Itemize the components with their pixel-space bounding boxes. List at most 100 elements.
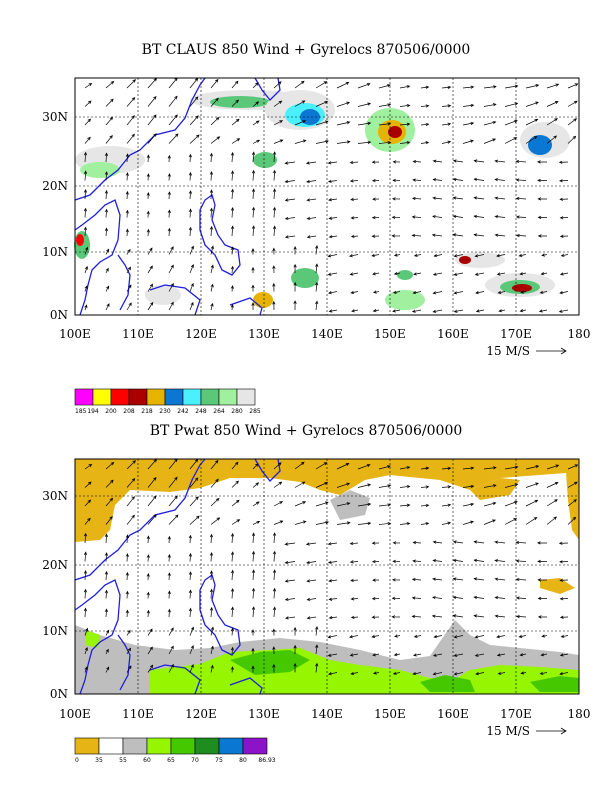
wind-vector — [231, 480, 239, 488]
wind-vector — [315, 245, 319, 255]
wind-vector — [357, 121, 372, 126]
legend-swatch — [146, 737, 172, 755]
wind-vector — [146, 173, 150, 181]
wind-vector — [473, 214, 485, 218]
wind-vector — [210, 497, 220, 507]
wind-vector — [391, 234, 401, 238]
wind-vector — [462, 85, 475, 89]
wind-vector — [230, 188, 235, 200]
wind-vector — [378, 503, 392, 507]
panel-1-coastline — [74, 77, 281, 316]
wind-vector — [168, 264, 174, 274]
wind-vector — [453, 672, 464, 676]
wind-vector — [393, 272, 401, 276]
wind-vector — [525, 482, 539, 488]
wind-vector — [420, 485, 430, 489]
wind-vector — [126, 514, 135, 525]
wind-vector — [125, 209, 129, 218]
wind-vector — [441, 521, 452, 525]
legend-label: 230 — [159, 408, 171, 415]
wind-vector — [558, 179, 569, 183]
wind-vector — [147, 495, 157, 507]
wind-vector — [559, 615, 569, 619]
lon-label: 140E — [311, 707, 343, 721]
wind-vector — [525, 465, 540, 470]
wind-vector — [378, 465, 391, 470]
wind-vector — [230, 532, 235, 544]
legend-swatch — [242, 737, 268, 755]
wind-vector — [518, 634, 527, 638]
wind-vector — [104, 189, 109, 200]
wind-vector — [558, 309, 569, 313]
wind-vector — [558, 541, 569, 545]
legend-label: 285 — [249, 408, 261, 415]
wind-vector — [475, 291, 485, 295]
wind-vector — [251, 550, 256, 562]
wind-vector — [210, 116, 220, 126]
wind-vector — [357, 464, 371, 470]
wind-vector — [251, 206, 256, 218]
wind-vector — [284, 216, 296, 221]
wind-vector — [293, 263, 297, 274]
wind-vector — [371, 541, 380, 545]
wind-vector — [168, 301, 174, 311]
wind-vector — [483, 501, 497, 507]
wind-vector — [251, 284, 255, 292]
wind-vector — [412, 159, 422, 164]
wind-vector — [231, 499, 240, 507]
legend-label: 65 — [167, 757, 175, 764]
wind-vector — [452, 540, 464, 544]
wind-vector — [567, 464, 579, 470]
wind-vector — [251, 266, 255, 273]
legend-swatch — [218, 737, 244, 755]
wind-vector — [315, 263, 319, 274]
wind-vector — [351, 309, 359, 313]
wind-vector — [251, 606, 256, 618]
panel-1-map: 30N 20N 10N 0N 100E 110E 120E 130E 140E … — [42, 77, 590, 415]
wind-vector — [315, 120, 329, 126]
wind-vector — [494, 614, 506, 618]
wind-vector — [105, 116, 114, 126]
wind-vector — [146, 609, 150, 618]
wind-vector — [349, 541, 359, 546]
wind-vector — [559, 216, 569, 220]
wind-vector — [168, 627, 174, 636]
wind-vector — [210, 78, 219, 89]
wind-vector — [473, 558, 485, 562]
wind-vector — [392, 197, 401, 201]
wind-vector — [105, 267, 109, 274]
wind-vector — [168, 514, 179, 525]
wind-vector — [147, 477, 157, 488]
wind-vector — [305, 542, 317, 546]
wind-vector — [273, 120, 284, 126]
wind-vector — [558, 160, 569, 164]
wind-vector — [189, 477, 199, 488]
wind-vector — [230, 285, 234, 292]
wind-vector — [559, 272, 569, 276]
wind-vector — [391, 596, 401, 601]
wind-vector — [496, 272, 506, 276]
wind-vector — [252, 101, 260, 107]
wind-vector — [350, 290, 359, 294]
wind-vector — [567, 83, 579, 89]
wind-vector — [315, 481, 329, 488]
wind-vector — [411, 596, 422, 600]
wind-vector — [272, 550, 277, 562]
wind-vector — [328, 198, 338, 202]
wind-vector — [412, 291, 422, 295]
wind-vector — [306, 179, 317, 184]
wind-vector — [105, 666, 110, 673]
wind-vector — [483, 519, 496, 525]
wind-vector — [230, 206, 235, 218]
wind-vector — [537, 615, 548, 619]
wind-vector — [392, 559, 401, 564]
wind-vector — [519, 309, 527, 313]
wind-vector — [546, 464, 560, 470]
wind-vector — [538, 309, 548, 313]
wind-vector — [126, 79, 136, 89]
wind-vector — [210, 478, 219, 488]
wind-vector — [230, 246, 235, 255]
wind-vector — [504, 500, 518, 507]
wind-vector — [210, 302, 214, 311]
wind-vector — [473, 577, 485, 581]
